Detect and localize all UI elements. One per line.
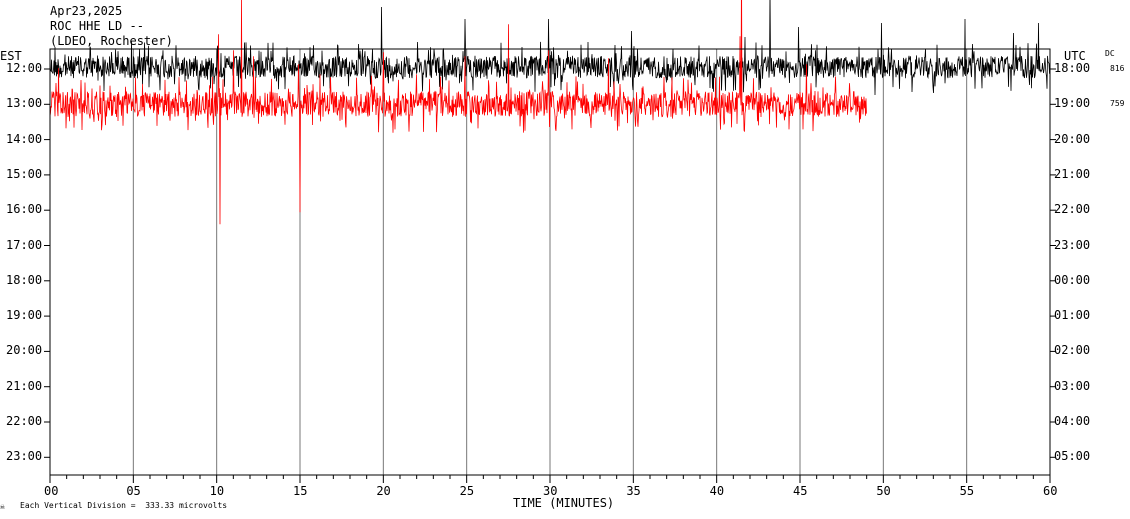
trace-12:00 [49, 0, 1051, 96]
plot-date: Apr23,2025 [50, 4, 123, 18]
right-hour-label: 05:00 [1054, 449, 1091, 464]
right-hour-label: 04:00 [1054, 414, 1091, 428]
left-hour-label: 20:00 [6, 343, 43, 358]
x-tick-label: 40 [709, 484, 725, 498]
x-tick-label: 05 [126, 484, 141, 498]
left-hour-label: 16:00 [6, 202, 43, 217]
footer-corner-mark: ☠ [0, 502, 5, 511]
dc-offset-value: 816 [1110, 64, 1125, 73]
right-hour-label: 23:00 [1054, 237, 1091, 252]
station-location: (LDEO, Rochester) [50, 34, 173, 48]
x-tick-label: 35 [626, 484, 641, 498]
left-hour-label: 23:00 [6, 449, 43, 464]
left-hour-label: 19:00 [6, 308, 43, 323]
x-tick-label: 20 [376, 484, 391, 498]
seismic-traces [49, 0, 1051, 225]
left-hour-label: 17:00 [6, 237, 43, 252]
left-hour-label: 13:00 [6, 96, 43, 111]
right-hour-label: 19:00 [1054, 96, 1091, 111]
x-tick-label: 15 [293, 484, 308, 498]
dc-offset-value: 759 [1110, 99, 1125, 109]
right-hour-label: 20:00 [1054, 131, 1091, 146]
right-hour-label: 22:00 [1054, 202, 1091, 217]
left-hour-label: 12:00 [6, 61, 43, 75]
right-hour-label: 18:00 [1054, 61, 1091, 75]
x-tick-label: 50 [876, 484, 891, 498]
x-tick-label: 45 [793, 484, 808, 498]
left-timezone-label: EST [0, 49, 22, 63]
dc-label: DC [1105, 49, 1115, 58]
right-hour-label: 01:00 [1054, 308, 1091, 323]
right-hour-label: 03:00 [1054, 378, 1091, 393]
left-hour-label: 21:00 [6, 378, 43, 393]
left-hour-label: 14:00 [6, 131, 43, 146]
x-tick-label: 60 [1043, 484, 1058, 498]
x-tick-label: 10 [209, 484, 225, 498]
plot-axes [44, 48, 1056, 483]
x-tick-label: 55 [959, 484, 975, 498]
x-tick-label: 25 [459, 484, 475, 498]
right-hour-label: 00:00 [1054, 272, 1091, 287]
vertical-division-note: Each Vertical Division = 333.33 microvol… [20, 501, 228, 510]
trace-13:00 [49, 0, 867, 225]
x-tick-label: 00 [44, 484, 59, 498]
left-hour-label: 15:00 [6, 166, 43, 181]
left-hour-label: 18:00 [6, 272, 43, 287]
right-hour-label: 21:00 [1054, 166, 1091, 181]
station-code: ROC HHE LD -- [50, 19, 144, 33]
left-hour-label: 22:00 [6, 414, 43, 428]
right-hour-label: 02:00 [1054, 343, 1091, 358]
x-tick-label: 30 [543, 484, 558, 498]
x-axis-title: TIME (MINUTES) [513, 496, 615, 510]
right-timezone-label: UTC [1064, 49, 1086, 63]
